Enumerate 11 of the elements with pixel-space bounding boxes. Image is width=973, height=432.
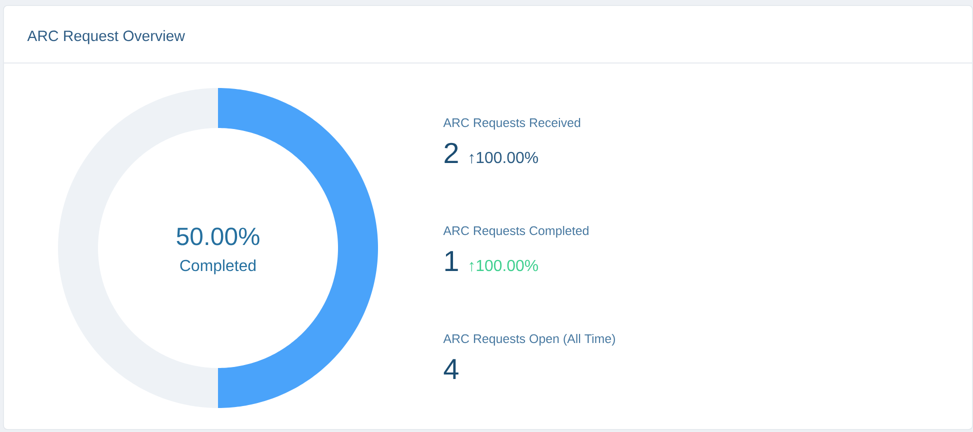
category-label: ARC Requests Completed [443,226,588,238]
data-label: 4 [444,359,458,379]
data-label: 2 [444,142,458,163]
slice-label: Completed [180,259,256,274]
category-label: ARC Requests Received [443,118,580,130]
category-label: ARC Requests Open (All Time) [443,334,615,346]
text: ↑100.00% [470,260,538,272]
text: ↑100.00% [470,152,538,164]
data-label: 50.00% [176,228,260,246]
data-label: 1 [445,251,458,271]
chart-title: ARC Request Overview [27,30,185,44]
